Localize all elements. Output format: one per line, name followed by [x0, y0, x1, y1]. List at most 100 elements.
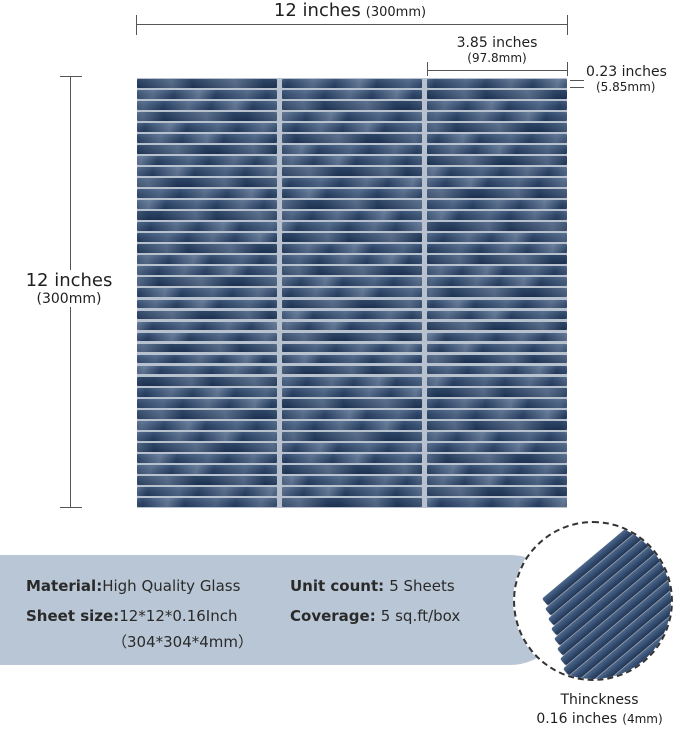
glass-strip [282, 486, 422, 496]
glass-strip [427, 156, 567, 165]
glass-strip [427, 464, 567, 474]
glass-strip [137, 310, 277, 320]
glass-strip [427, 178, 567, 188]
width-inches-label: 12 inches [273, 0, 361, 21]
glass-strip [282, 420, 422, 430]
glass-strip [137, 365, 277, 375]
glass-strip [282, 310, 422, 320]
coverage-row: Coverage: 5 sq.ft/box [290, 606, 460, 625]
glass-strip [137, 277, 277, 287]
unit-count-row: Unit count: 5 Sheets [290, 576, 455, 595]
glass-strip [427, 299, 567, 309]
glass-strip [427, 409, 567, 419]
glass-strip [427, 266, 567, 276]
glass-strip [137, 387, 277, 397]
glass-strip [282, 343, 422, 353]
glass-strip [427, 123, 567, 132]
glass-strip [282, 464, 422, 474]
glass-strip [137, 486, 277, 496]
glass-strip [427, 442, 567, 452]
glass-strip [137, 376, 277, 386]
strip-height-inches-label: 0.23 inches [586, 64, 667, 80]
glass-strip [282, 167, 422, 177]
glass-strip [282, 299, 422, 309]
height-mm-label: (300mm) [36, 291, 102, 307]
glass-strip [282, 431, 422, 441]
sheet-size-mm: （304*304*4mm） [112, 633, 254, 651]
glass-strip [282, 475, 422, 485]
glass-strip [137, 442, 277, 452]
glass-strip [282, 233, 422, 243]
coverage-value: 5 sq.ft/box [380, 607, 461, 625]
glass-strip [137, 321, 277, 331]
glass-strip [137, 332, 277, 342]
glass-strip [137, 145, 277, 154]
glass-strip [137, 398, 277, 408]
glass-strip [427, 387, 567, 397]
glass-strip [427, 453, 567, 463]
glass-strip [137, 299, 277, 309]
glass-strip [282, 453, 422, 463]
glass-strip [282, 255, 422, 265]
glass-strip [137, 431, 277, 441]
glass-strip [137, 244, 277, 254]
glass-strip [137, 200, 277, 210]
glass-strip [282, 101, 422, 110]
glass-strip [282, 211, 422, 221]
glass-strip [137, 101, 277, 110]
glass-strip [427, 211, 567, 221]
strip-length-mm-label: (97.8mm) [467, 51, 527, 65]
thickness-caption: Thinckness 0.16 inches (4mm) [520, 692, 679, 727]
glass-strip [282, 145, 422, 154]
glass-strip [282, 134, 422, 143]
glass-strip [137, 112, 277, 121]
glass-strip [427, 497, 567, 507]
glass-strip [427, 288, 567, 298]
glass-strip [427, 112, 567, 121]
glass-strip [427, 310, 567, 320]
glass-strip [427, 167, 567, 177]
glass-strip [137, 156, 277, 165]
glass-strip [137, 211, 277, 221]
material-row: Material:High Quality Glass [26, 576, 240, 595]
glass-strip [137, 288, 277, 298]
glass-strip [137, 266, 277, 276]
unit-count-value: 5 Sheets [389, 577, 455, 595]
glass-strip [282, 156, 422, 165]
glass-strip [282, 222, 422, 232]
material-value: High Quality Glass [102, 577, 241, 595]
coverage-label: Coverage: [290, 607, 376, 625]
sheet-size-value: 12*12*0.16Inch [119, 607, 238, 625]
glass-strip [137, 90, 277, 99]
glass-strip [137, 178, 277, 188]
glass-strip [282, 90, 422, 99]
glass-strip [427, 200, 567, 210]
glass-strip [427, 420, 567, 430]
glass-strip [137, 343, 277, 353]
glass-strip [427, 431, 567, 441]
glass-strip [282, 277, 422, 287]
unit-count-label: Unit count: [290, 577, 385, 595]
glass-strip [137, 222, 277, 232]
glass-strip [137, 134, 277, 143]
glass-strip [282, 200, 422, 210]
glass-strip [427, 244, 567, 254]
glass-strip [427, 475, 567, 485]
glass-strip [282, 442, 422, 452]
glass-strip [427, 90, 567, 99]
spec-info-panel: Material:High Quality Glass Sheet size:1… [0, 555, 565, 665]
strip-length-inches-label: 3.85 inches [456, 35, 538, 51]
glass-strip [427, 332, 567, 342]
glass-strip [427, 79, 567, 88]
glass-strip [282, 376, 422, 386]
thickness-mm: (4mm) [622, 712, 663, 726]
glass-strip [282, 398, 422, 408]
glass-strip [427, 134, 567, 143]
glass-strip [282, 332, 422, 342]
glass-strip [137, 475, 277, 485]
glass-strip [427, 233, 567, 243]
glass-strip [427, 277, 567, 287]
glass-strip [137, 79, 277, 88]
glass-strip [427, 101, 567, 110]
glass-strip [427, 376, 567, 386]
